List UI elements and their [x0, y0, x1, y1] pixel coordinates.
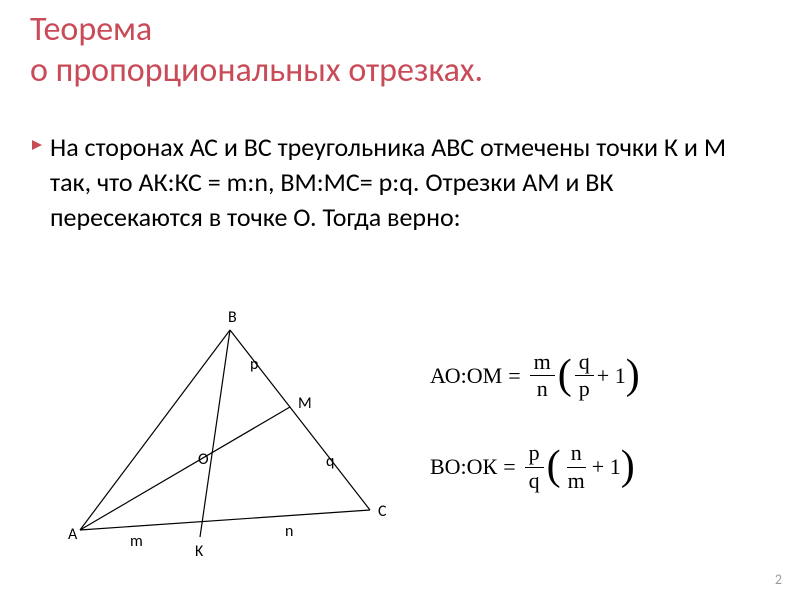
- body-bullet: На сторонах АС и ВС треугольника АВС отм…: [50, 130, 750, 235]
- diagram-label-n: n: [285, 522, 293, 541]
- f2-plus1: + 1: [592, 454, 621, 480]
- f2-frac2-den: m: [564, 468, 589, 493]
- bullet-arrow-icon: [32, 140, 42, 150]
- body-text: На сторонах АС и ВС треугольника АВС отм…: [50, 130, 750, 235]
- diagram-label-K: K: [195, 542, 203, 561]
- equals-sign: =: [508, 363, 520, 389]
- f2-lhs: ВО:ОК: [430, 454, 497, 480]
- triangle-svg: [70, 300, 400, 570]
- diagram-label-O: O: [198, 450, 209, 469]
- diagram-label-m: m: [130, 532, 143, 551]
- f1-lhs: АО:ОМ: [430, 363, 502, 389]
- diagram-label-q: q: [326, 452, 334, 471]
- formula-2: ВО:ОК = p q ( n m + 1 ): [430, 441, 770, 492]
- f1-frac2-num: q: [575, 350, 594, 376]
- page-number: 2: [775, 571, 782, 588]
- diagram-label-M: M: [298, 394, 312, 413]
- f2-frac1: p q: [525, 441, 544, 492]
- equals-sign: =: [503, 454, 515, 480]
- f1-frac2: q p: [575, 350, 594, 401]
- formulas-block: АО:ОМ = m n ( q p + 1 ) ВО:ОК = p q ( n …: [430, 350, 770, 533]
- f2-frac2: n m: [564, 441, 589, 492]
- triangle-diagram: A B C K M Om n p q: [70, 300, 400, 570]
- diagram-label-p: p: [250, 355, 258, 374]
- f2-frac1-num: p: [525, 441, 544, 467]
- title-line1: Теорема: [30, 9, 152, 50]
- diagram-label-C: C: [378, 502, 387, 521]
- f1-plus1: + 1: [597, 363, 626, 389]
- f2-frac2-num: n: [567, 441, 586, 467]
- diagram-label-A: A: [68, 525, 77, 544]
- f1-frac1-num: m: [530, 350, 555, 376]
- diagram-label-B: B: [228, 308, 237, 327]
- slide-title: Теорема о пропорциональных отрезках.: [30, 10, 483, 92]
- f1-frac2-den: p: [575, 376, 594, 401]
- f1-frac1: m n: [530, 350, 555, 401]
- f2-frac1-den: q: [525, 468, 544, 493]
- formula-1: АО:ОМ = m n ( q p + 1 ): [430, 350, 770, 401]
- f1-frac1-den: n: [533, 376, 552, 401]
- title-line2: о пропорциональных отрезках.: [30, 50, 483, 91]
